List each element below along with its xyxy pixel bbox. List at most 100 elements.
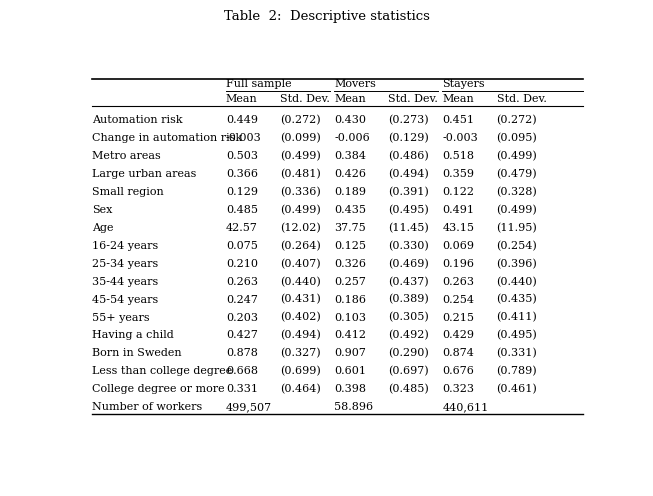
Text: Std. Dev.: Std. Dev. bbox=[497, 94, 547, 104]
Text: (0.495): (0.495) bbox=[497, 330, 537, 341]
Text: 440,611: 440,611 bbox=[443, 402, 488, 412]
Text: (0.290): (0.290) bbox=[389, 348, 429, 359]
Text: (0.402): (0.402) bbox=[280, 312, 321, 323]
Text: -0.006: -0.006 bbox=[334, 133, 370, 143]
Text: 0.485: 0.485 bbox=[226, 205, 258, 215]
Text: 0.263: 0.263 bbox=[226, 277, 258, 287]
Text: 0.430: 0.430 bbox=[334, 115, 366, 125]
Text: Sex: Sex bbox=[91, 205, 112, 215]
Text: 0.323: 0.323 bbox=[443, 384, 475, 394]
Text: (0.479): (0.479) bbox=[497, 169, 537, 179]
Text: (0.095): (0.095) bbox=[497, 133, 537, 143]
Text: Mean: Mean bbox=[334, 94, 366, 104]
Text: (0.391): (0.391) bbox=[389, 186, 429, 197]
Text: 0.210: 0.210 bbox=[226, 259, 258, 269]
Text: 42.57: 42.57 bbox=[226, 223, 258, 233]
Text: Metro areas: Metro areas bbox=[91, 151, 161, 161]
Text: Stayers: Stayers bbox=[443, 79, 485, 89]
Text: (0.411): (0.411) bbox=[497, 312, 537, 323]
Text: (0.495): (0.495) bbox=[389, 205, 429, 215]
Text: Age: Age bbox=[91, 223, 113, 233]
Text: Number of workers: Number of workers bbox=[91, 402, 202, 412]
Text: (0.331): (0.331) bbox=[497, 348, 537, 359]
Text: (0.330): (0.330) bbox=[389, 241, 429, 251]
Text: (0.272): (0.272) bbox=[280, 115, 321, 125]
Text: (0.494): (0.494) bbox=[389, 169, 429, 179]
Text: 16-24 years: 16-24 years bbox=[91, 241, 158, 250]
Text: -0.003: -0.003 bbox=[226, 133, 262, 143]
Text: 37.75: 37.75 bbox=[334, 223, 366, 233]
Text: 45-54 years: 45-54 years bbox=[91, 295, 158, 305]
Text: (0.272): (0.272) bbox=[497, 115, 537, 125]
Text: (0.486): (0.486) bbox=[389, 151, 429, 161]
Text: 0.491: 0.491 bbox=[443, 205, 475, 215]
Text: 55+ years: 55+ years bbox=[91, 312, 150, 322]
Text: 0.196: 0.196 bbox=[443, 259, 475, 269]
Text: (0.327): (0.327) bbox=[280, 348, 321, 359]
Text: 0.412: 0.412 bbox=[334, 330, 366, 340]
Text: Std. Dev.: Std. Dev. bbox=[280, 94, 330, 104]
Text: (0.440): (0.440) bbox=[497, 276, 537, 287]
Text: (11.95): (11.95) bbox=[497, 223, 537, 233]
Text: (0.464): (0.464) bbox=[280, 384, 321, 394]
Text: 0.125: 0.125 bbox=[334, 241, 366, 250]
Text: 0.601: 0.601 bbox=[334, 367, 366, 376]
Text: Movers: Movers bbox=[334, 79, 376, 89]
Text: 0.254: 0.254 bbox=[443, 295, 475, 305]
Text: 0.075: 0.075 bbox=[226, 241, 258, 250]
Text: 0.366: 0.366 bbox=[226, 169, 258, 179]
Text: (0.273): (0.273) bbox=[389, 115, 429, 125]
Text: 0.429: 0.429 bbox=[443, 330, 475, 340]
Text: (0.389): (0.389) bbox=[389, 295, 429, 305]
Text: 0.427: 0.427 bbox=[226, 330, 258, 340]
Text: 0.129: 0.129 bbox=[226, 187, 258, 197]
Text: (0.789): (0.789) bbox=[497, 366, 537, 376]
Text: (0.499): (0.499) bbox=[497, 205, 537, 215]
Text: (0.440): (0.440) bbox=[280, 276, 321, 287]
Text: 0.451: 0.451 bbox=[443, 115, 475, 125]
Text: 0.189: 0.189 bbox=[334, 187, 366, 197]
Text: 0.186: 0.186 bbox=[334, 295, 366, 305]
Text: Less than college degree: Less than college degree bbox=[91, 367, 232, 376]
Text: 0.326: 0.326 bbox=[334, 259, 366, 269]
Text: (0.699): (0.699) bbox=[280, 366, 321, 376]
Text: 0.449: 0.449 bbox=[226, 115, 258, 125]
Text: 0.215: 0.215 bbox=[443, 312, 475, 322]
Text: 0.878: 0.878 bbox=[226, 348, 258, 359]
Text: Full sample: Full sample bbox=[226, 79, 291, 89]
Text: (12.02): (12.02) bbox=[280, 223, 321, 233]
Text: 0.103: 0.103 bbox=[334, 312, 366, 322]
Text: 0.069: 0.069 bbox=[443, 241, 475, 250]
Text: 0.907: 0.907 bbox=[334, 348, 366, 359]
Text: (0.129): (0.129) bbox=[389, 133, 429, 143]
Text: (0.499): (0.499) bbox=[280, 205, 321, 215]
Text: 25-34 years: 25-34 years bbox=[91, 259, 158, 269]
Text: (0.336): (0.336) bbox=[280, 186, 321, 197]
Text: 0.122: 0.122 bbox=[443, 187, 475, 197]
Text: Mean: Mean bbox=[226, 94, 257, 104]
Text: (0.481): (0.481) bbox=[280, 169, 321, 179]
Text: Small region: Small region bbox=[91, 187, 163, 197]
Text: (0.407): (0.407) bbox=[280, 258, 321, 269]
Text: (0.469): (0.469) bbox=[389, 258, 429, 269]
Text: 499,507: 499,507 bbox=[226, 402, 272, 412]
Text: (0.499): (0.499) bbox=[497, 151, 537, 161]
Text: 0.203: 0.203 bbox=[226, 312, 258, 322]
Text: (0.431): (0.431) bbox=[280, 295, 321, 305]
Text: (0.494): (0.494) bbox=[280, 330, 321, 341]
Text: 0.257: 0.257 bbox=[334, 277, 366, 287]
Text: 0.668: 0.668 bbox=[226, 367, 258, 376]
Text: Born in Sweden: Born in Sweden bbox=[91, 348, 182, 359]
Text: College degree or more: College degree or more bbox=[91, 384, 225, 394]
Text: 0.331: 0.331 bbox=[226, 384, 258, 394]
Text: 0.384: 0.384 bbox=[334, 151, 366, 161]
Text: -0.003: -0.003 bbox=[443, 133, 478, 143]
Text: (0.435): (0.435) bbox=[497, 295, 537, 305]
Text: 0.435: 0.435 bbox=[334, 205, 366, 215]
Text: (0.461): (0.461) bbox=[497, 384, 537, 394]
Text: 0.426: 0.426 bbox=[334, 169, 366, 179]
Text: 43.15: 43.15 bbox=[443, 223, 475, 233]
Text: (0.499): (0.499) bbox=[280, 151, 321, 161]
Text: Mean: Mean bbox=[443, 94, 474, 104]
Text: 0.359: 0.359 bbox=[443, 169, 475, 179]
